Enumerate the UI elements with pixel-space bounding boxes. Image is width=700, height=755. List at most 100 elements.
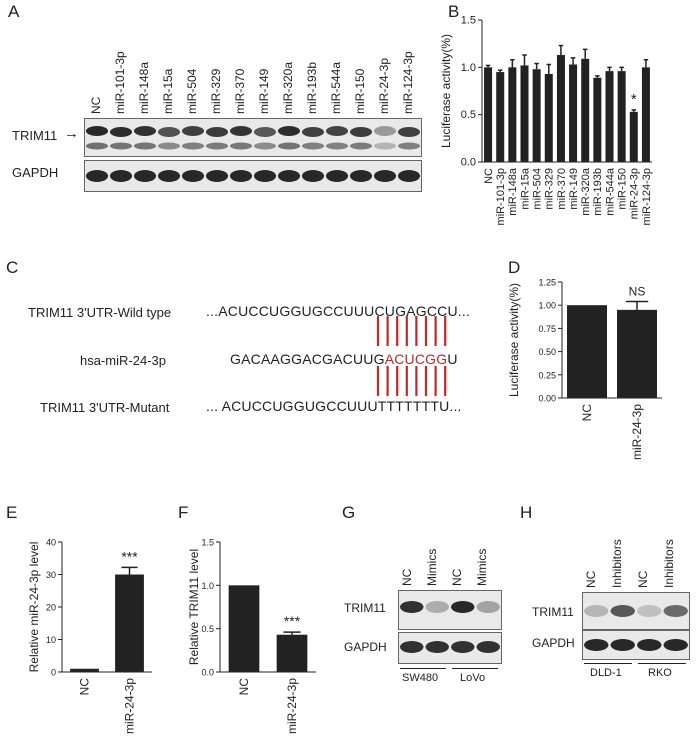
blot-band xyxy=(253,170,277,182)
y-tick-label: 1.00 xyxy=(538,301,556,311)
blot-band xyxy=(637,605,662,617)
bar xyxy=(617,71,626,162)
y-tick-label: 0.00 xyxy=(538,394,556,404)
lane-label: miR-320a xyxy=(281,61,295,114)
blot-band xyxy=(109,142,133,150)
x-tick-label: NC xyxy=(483,168,495,184)
row-label-gapdh-g: GAPDH xyxy=(344,640,387,654)
bar xyxy=(569,64,578,162)
lane-label: miR-544a xyxy=(329,61,343,114)
y-tick-label: 0.0 xyxy=(201,668,214,678)
bar xyxy=(544,73,553,162)
lane-label: miR-124-3p xyxy=(401,51,415,114)
blot-band xyxy=(253,127,277,137)
lane-label: Inhibitors xyxy=(610,539,624,588)
lane-label: miR-370 xyxy=(233,68,247,114)
blot-band xyxy=(133,142,157,150)
x-tick-label: miR-320a xyxy=(580,167,592,216)
lane-label: NC xyxy=(450,568,464,586)
lane-label: Mimics xyxy=(425,548,439,586)
lane-label: miR-329 xyxy=(209,68,223,114)
blot-band xyxy=(325,142,349,150)
blot-band xyxy=(425,601,449,613)
lane-label: miR-150 xyxy=(353,68,367,114)
blot-band xyxy=(301,127,325,137)
significance-label: * xyxy=(631,91,637,108)
lane-label: miR-149 xyxy=(257,68,271,114)
panel-label-d: D xyxy=(508,258,521,277)
western-blot-gapdh xyxy=(84,160,422,192)
panel-label-h: H xyxy=(520,503,533,522)
blot-band xyxy=(325,170,349,182)
bar-chart-d: 0.00 0.25 0.50 0.75 1.00 1.25 Luciferase activ… xyxy=(507,278,662,460)
blot-band xyxy=(663,639,688,651)
blot-band xyxy=(157,170,181,182)
panel-label-b: B xyxy=(448,2,460,21)
mirna-label: hsa-miR-24-3p xyxy=(80,353,166,368)
blot-band xyxy=(109,170,133,182)
panel-label-e: E xyxy=(6,503,18,522)
blot-band xyxy=(205,142,229,150)
lane-label: miR-504 xyxy=(185,68,199,114)
y-tick-label: 0.25 xyxy=(538,370,556,380)
blot-band xyxy=(133,170,157,182)
x-tick-label: miR-149 xyxy=(568,168,580,210)
panel-label-f: F xyxy=(178,503,189,522)
blot-band xyxy=(610,605,635,617)
bar xyxy=(581,58,590,162)
blot-band xyxy=(181,170,205,182)
blot-band xyxy=(349,170,373,182)
y-tick-label: 0.0 xyxy=(461,157,476,169)
mutant-sequence: ... ACUCCUGGUGCCUUUTTTTTTTU... xyxy=(206,398,462,414)
group-line-dld1 xyxy=(584,663,632,664)
blot-band xyxy=(584,605,609,617)
blot-band xyxy=(373,142,397,150)
bar xyxy=(593,77,602,162)
blot-band xyxy=(205,170,229,182)
lane-label: Inhibitors xyxy=(662,539,676,588)
panel-label-g: G xyxy=(342,503,356,522)
y-tick-label: 0.75 xyxy=(538,324,556,334)
blot-band xyxy=(205,127,229,137)
blot-band xyxy=(476,641,500,653)
western-blot-trim11-h xyxy=(582,592,690,630)
blot-band xyxy=(400,601,424,613)
blot-band xyxy=(277,170,301,182)
x-tick-label: NC xyxy=(237,678,251,696)
bar xyxy=(556,55,565,162)
y-tick-label: 0.5 xyxy=(201,624,214,634)
cell-line-dld1: DLD-1 xyxy=(590,667,622,679)
bar-chart-e: 0 10 20 30 40 Relative miR-24-3p level NC miR-2… xyxy=(27,538,152,734)
wild-type-sequence: ...ACUCCUGGUGCCUUUCUGAGCCU... xyxy=(206,303,471,319)
mirna-sequence-suffix: U xyxy=(447,351,458,367)
row-label-gapdh-h: GAPDH xyxy=(532,636,575,650)
western-blot-gapdh-g xyxy=(398,632,502,664)
x-tick-label: miR-329 xyxy=(544,168,556,210)
blot-band xyxy=(397,142,421,150)
group-line-lovo xyxy=(452,668,498,669)
blot-band xyxy=(373,126,397,136)
mirna-seed-region: ACUCGG xyxy=(384,351,448,367)
x-tick-label: NC xyxy=(580,404,594,422)
lane-label: NC xyxy=(584,570,598,588)
arrow-icon: → xyxy=(64,125,79,142)
x-tick-label: miR-148a xyxy=(507,167,519,216)
blot-band xyxy=(425,641,449,653)
blot-band xyxy=(476,601,500,613)
y-axis-label: Luciferase activity(%) xyxy=(439,34,453,148)
bar xyxy=(115,574,144,672)
blot-band xyxy=(373,170,397,182)
blot-band xyxy=(85,142,109,150)
wild-type-label: TRIM11 3'UTR-Wild type xyxy=(28,305,172,320)
group-line-sw480 xyxy=(400,668,446,669)
blot-band xyxy=(85,170,109,182)
blot-band xyxy=(301,142,325,150)
blot-band xyxy=(451,601,475,613)
y-axis-label: Relative miR-24-3p level xyxy=(27,542,41,673)
blot-band xyxy=(349,142,373,150)
lane-label: Mimics xyxy=(475,548,489,586)
bar xyxy=(276,634,308,672)
x-tick-label: miR-544a xyxy=(604,167,616,216)
blot-band xyxy=(181,142,205,150)
x-tick-label: miR-370 xyxy=(556,168,568,210)
